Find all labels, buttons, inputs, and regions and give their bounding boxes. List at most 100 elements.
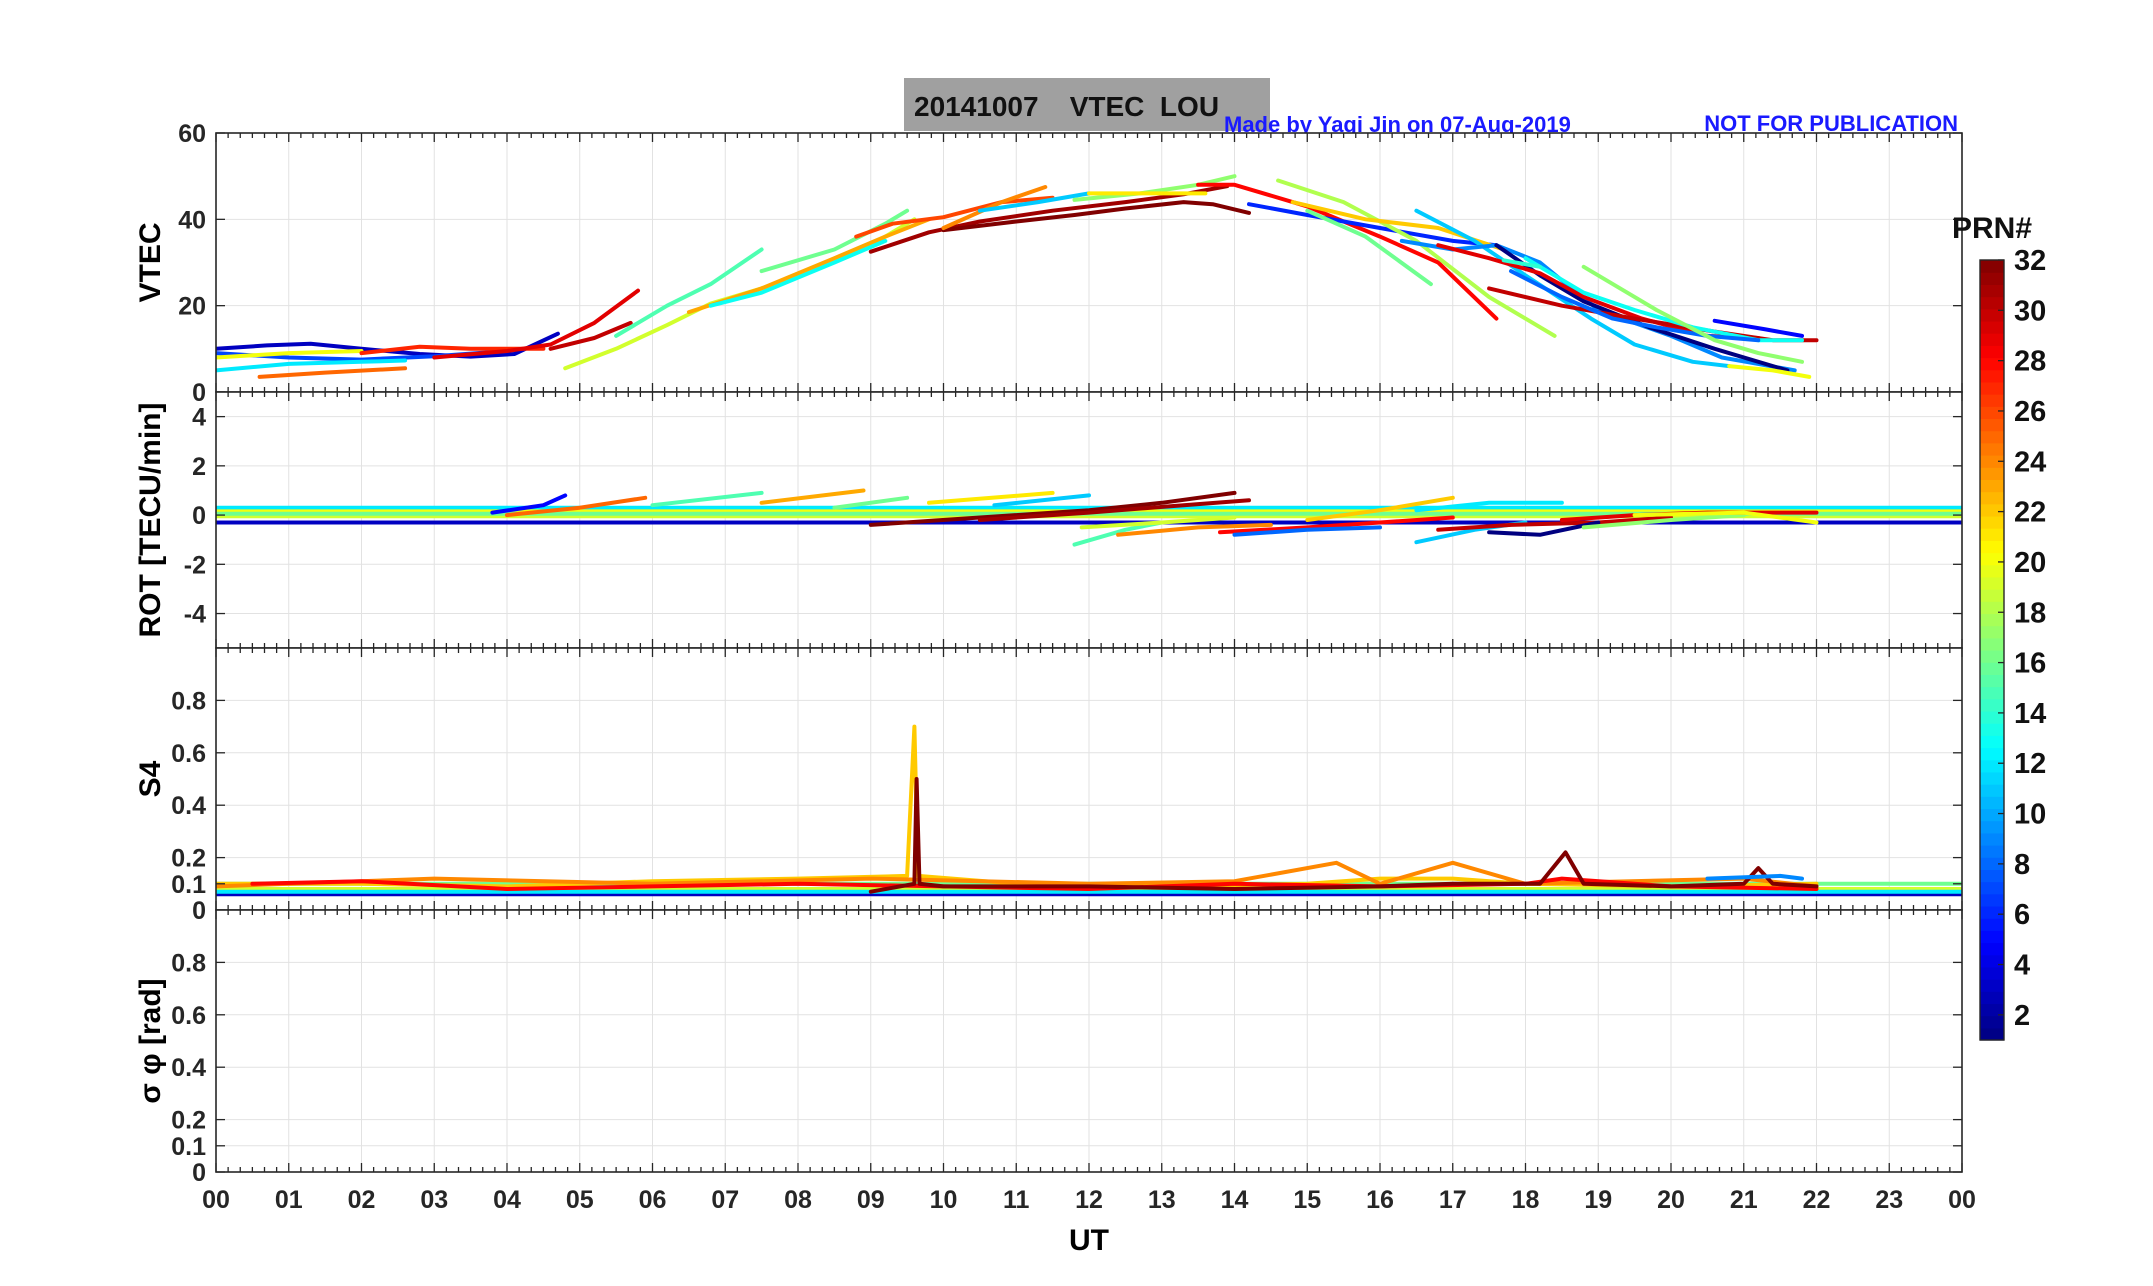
colorbar-segment <box>1980 735 2004 749</box>
colorbar-segment <box>1980 1015 2004 1029</box>
colorbar-tick-label: 2 <box>2014 1000 2030 1032</box>
s4-ytick-label: 0.6 <box>171 740 206 768</box>
colorbar-segment <box>1980 747 2004 761</box>
colorbar-tick-label: 16 <box>2014 648 2046 680</box>
s4-ytick-label: 0 <box>192 897 206 925</box>
vtec-y-axis-label: VTEC <box>134 222 167 302</box>
x-tick-label: 15 <box>1293 1186 1321 1214</box>
vtec-series-prn-32 <box>941 200 1251 233</box>
colorbar-segment <box>1980 394 2004 407</box>
rot-series-prn-5 <box>490 493 568 515</box>
vtec-ytick-label: 60 <box>178 120 206 148</box>
colorbar-segment <box>1980 662 2004 675</box>
vtec-series-prn-14 <box>1501 258 1542 269</box>
colorbar-segment <box>1980 430 2004 444</box>
sigma-phi-ytick-label: 0.8 <box>171 949 206 977</box>
colorbar-segment <box>1980 942 2004 956</box>
rot-ytick-label: -2 <box>184 551 206 579</box>
colorbar-segment <box>1980 784 2004 797</box>
colorbar-segment <box>1980 710 2004 724</box>
vtec-series-prn-26 <box>854 195 1055 239</box>
rot-series-prn-15 <box>650 490 764 508</box>
vtec-series-group <box>216 174 1819 379</box>
colorbar-segment <box>1980 613 2004 627</box>
s4-series-prn-28 <box>250 876 1819 891</box>
x-tick-label: 13 <box>1148 1186 1176 1214</box>
rot-series-prn-17 <box>1581 513 1746 530</box>
s4-series-prn-24 <box>216 860 1819 889</box>
colorbar-tick-label: 22 <box>2014 497 2046 529</box>
colorbar-tick-label: 30 <box>2014 295 2046 327</box>
vtec-series-prn-11 <box>977 191 1091 213</box>
colorbar-segment <box>1980 381 2004 395</box>
rot-series-prn-12 <box>1414 500 1564 513</box>
vtec-series-prn-12 <box>216 358 408 373</box>
s4-y-axis-label: S4 <box>134 760 167 797</box>
colorbar-segment <box>1980 552 2004 566</box>
colorbar-segment <box>1980 881 2004 895</box>
x-tick-label: 03 <box>420 1186 448 1214</box>
rot-series-prn-11 <box>992 493 1091 508</box>
rot-ytick-label: -4 <box>184 601 206 629</box>
colorbar-segment <box>1980 320 2004 334</box>
x-tick-label: 06 <box>639 1186 667 1214</box>
sigma-phi-ytick-label: 0.1 <box>171 1133 206 1161</box>
colorbar-segment <box>1980 369 2004 383</box>
x-tick-label: 14 <box>1221 1186 1249 1214</box>
x-tick-label: 17 <box>1439 1186 1467 1214</box>
vtec-series-prn-5 <box>1712 318 1804 338</box>
colorbar-segment <box>1980 869 2004 883</box>
sigma-phi-ytick-label: 0.6 <box>171 1002 206 1030</box>
x-tick-label: 00 <box>1948 1186 1976 1214</box>
vtec-series-prn-15 <box>614 247 764 338</box>
colorbar-segment <box>1980 576 2004 590</box>
title-banner <box>904 78 1270 131</box>
colorbar-label: PRN# <box>1952 212 2032 245</box>
colorbar-segment <box>1980 601 2004 615</box>
colorbar-segment <box>1980 333 2004 346</box>
s4-series-prn-9 <box>1705 873 1804 881</box>
colorbar-segment <box>1980 272 2004 285</box>
x-tick-label: 23 <box>1875 1186 1903 1214</box>
colorbar-tick-label: 12 <box>2014 748 2046 780</box>
rot-ytick-label: 4 <box>192 404 206 432</box>
colorbar-tick-label: 28 <box>2014 346 2046 378</box>
vtec-series-prn-20 <box>216 349 364 360</box>
colorbar-tick-label: 8 <box>2014 849 2030 881</box>
s4-ytick-label: 0.1 <box>171 871 206 899</box>
colorbar-tick-label: 24 <box>2014 446 2046 478</box>
colorbar-segment <box>1980 966 2004 980</box>
x-tick-label: 12 <box>1075 1186 1103 1214</box>
colorbar-segment <box>1980 345 2004 359</box>
colorbar-segment <box>1980 528 2004 541</box>
colorbar-tick-label: 20 <box>2014 547 2046 579</box>
colorbar-segment <box>1980 930 2004 944</box>
colorbar-segment <box>1980 308 2004 322</box>
rot-series-prn-24 <box>1116 522 1273 537</box>
colorbar-segment <box>1980 808 2004 822</box>
x-tick-label: 08 <box>784 1186 812 1214</box>
colorbar-segment <box>1980 686 2004 700</box>
vtec-series-prn-17 <box>1072 174 1237 202</box>
colorbar-segment <box>1980 455 2004 468</box>
sigma-phi-panel: 00.10.2 0.4 0.6 0.8σ φ [rad] <box>134 909 1963 1187</box>
colorbar-tick-label: 6 <box>2014 899 2030 931</box>
colorbar-segment <box>1980 796 2004 810</box>
colorbar-segment <box>1980 296 2004 310</box>
rot-series-prn-20 <box>1632 510 1819 525</box>
colorbar-segment <box>1980 893 2004 907</box>
colorbar-segment <box>1980 503 2004 517</box>
x-tick-label: 09 <box>857 1186 885 1214</box>
x-tick-label: 20 <box>1657 1186 1685 1214</box>
colorbar-segment <box>1980 589 2004 602</box>
x-tick-label: 16 <box>1366 1186 1394 1214</box>
s4-ytick-label: 0.4 <box>171 792 206 820</box>
s4-ytick-label: 0.8 <box>171 687 206 715</box>
x-tick-label: 01 <box>275 1186 303 1214</box>
sigma-phi-ytick-label: 0 <box>192 1159 206 1187</box>
sigma-phi-y-axis-label: σ φ [rad] <box>134 978 167 1103</box>
colorbar-segment <box>1980 625 2004 639</box>
